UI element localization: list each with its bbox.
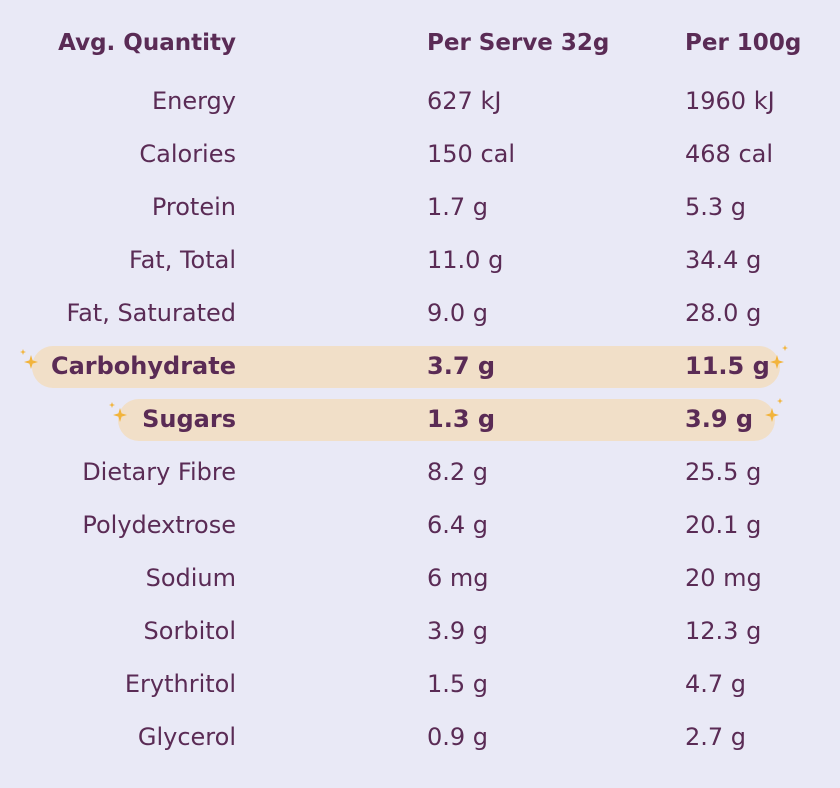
table-header: Avg. Quantity Per Serve 32g Per 100g (0, 28, 840, 81)
table-row: Protein 1.7 g 5.3 g (0, 192, 840, 245)
per-100g-value: 468 cal (685, 140, 774, 168)
per-100g-value: 34.4 g (685, 246, 762, 274)
table-row: Sorbitol 3.9 g 12.3 g (0, 616, 840, 669)
sparkle-icon (765, 398, 783, 422)
nutrient-name: Protein (151, 193, 236, 221)
per-serve-value: 9.0 g (427, 299, 489, 327)
per-100g-value: 20 mg (685, 564, 762, 592)
per-100g-value: 12.3 g (685, 617, 762, 645)
nutrient-name: Fat, Total (128, 246, 236, 274)
per-serve-value: 3.9 g (427, 617, 489, 645)
nutrient-name: Calories (139, 140, 236, 168)
per-serve-value: 11.0 g (427, 246, 504, 274)
per-serve-value: 1.3 g (427, 405, 496, 433)
table-row: Energy 627 kJ 1960 kJ (0, 86, 840, 139)
nutrient-name: Erythritol (124, 670, 236, 698)
nutrient-name: Sodium (145, 564, 236, 592)
per-serve-value: 3.7 g (427, 352, 496, 380)
per-serve-value: 1.7 g (427, 193, 489, 221)
sparkle-icon (109, 402, 127, 422)
per-100g-value: 11.5 g (685, 352, 770, 380)
header-per-100g: Per 100g (685, 30, 802, 56)
per-serve-value: 6.4 g (427, 511, 489, 539)
header-per-serve: Per Serve 32g (427, 30, 610, 56)
nutrient-name: Fat, Saturated (66, 299, 236, 327)
nutrient-name: Carbohydrate (50, 352, 236, 380)
sparkle-icon (770, 345, 788, 369)
nutrient-name: Glycerol (137, 723, 236, 751)
nutrient-name: Polydextrose (82, 511, 236, 539)
per-100g-value: 1960 kJ (685, 87, 775, 115)
per-100g-value: 5.3 g (685, 193, 747, 221)
table-row-highlighted: Carbohydrate 3.7 g 11.5 g (0, 351, 840, 404)
nutrient-name: Sugars (142, 405, 236, 433)
per-serve-value: 8.2 g (427, 458, 489, 486)
per-100g-value: 25.5 g (685, 458, 762, 486)
table-row: Fat, Saturated 9.0 g 28.0 g (0, 298, 840, 351)
table-row: Calories 150 cal 468 cal (0, 139, 840, 192)
table-row: Polydextrose 6.4 g 20.1 g (0, 510, 840, 563)
per-100g-value: 2.7 g (685, 723, 747, 751)
per-100g-value: 20.1 g (685, 511, 762, 539)
highlight-pill-carbohydrate (32, 346, 780, 388)
nutrient-name: Sorbitol (143, 617, 236, 645)
per-100g-value: 4.7 g (685, 670, 747, 698)
per-100g-value: 28.0 g (685, 299, 762, 327)
sparkle-icon (20, 349, 38, 369)
table-row: Fat, Total 11.0 g 34.4 g (0, 245, 840, 298)
per-serve-value: 1.5 g (427, 670, 489, 698)
nutrient-name: Energy (151, 87, 236, 115)
nutrient-name: Dietary Fibre (82, 458, 236, 486)
per-serve-value: 150 cal (427, 140, 516, 168)
per-serve-value: 0.9 g (427, 723, 489, 751)
table-row: Glycerol 0.9 g 2.7 g (0, 722, 840, 775)
highlight-pill-sugars (118, 399, 775, 441)
per-serve-value: 6 mg (427, 564, 489, 592)
table-row: Sodium 6 mg 20 mg (0, 563, 840, 616)
per-100g-value: 3.9 g (685, 405, 754, 433)
table-row: Dietary Fibre 8.2 g 25.5 g (0, 457, 840, 510)
header-avg-quantity: Avg. Quantity (58, 30, 236, 56)
per-serve-value: 627 kJ (427, 87, 502, 115)
table-row-highlighted: Sugars 1.3 g 3.9 g (0, 404, 840, 457)
table-row: Erythritol 1.5 g 4.7 g (0, 669, 840, 722)
